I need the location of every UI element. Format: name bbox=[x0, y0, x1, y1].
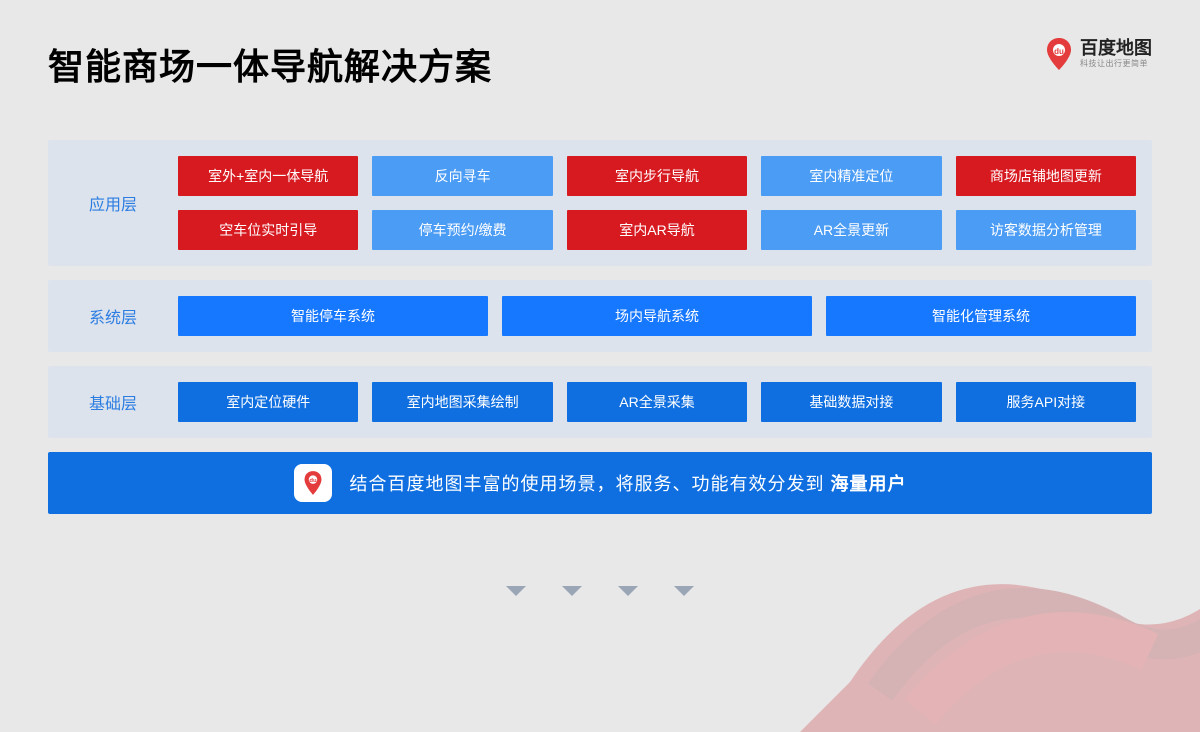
capability-cell: AR全景更新 bbox=[761, 210, 941, 250]
logo-subtitle: 科技让出行更简单 bbox=[1080, 58, 1152, 69]
capability-cell: 智能停车系统 bbox=[178, 296, 488, 336]
footer-bar: du 结合百度地图丰富的使用场景，将服务、功能有效分发到 海量用户 bbox=[48, 452, 1152, 514]
logo-title: 百度地图 bbox=[1080, 39, 1152, 59]
logo: du 百度地图 科技让出行更简单 bbox=[1046, 38, 1152, 70]
chevron-down-icon bbox=[618, 586, 638, 596]
layer-body: 智能停车系统场内导航系统智能化管理系统 bbox=[178, 280, 1152, 352]
capability-cell: 访客数据分析管理 bbox=[956, 210, 1136, 250]
capability-cell: 室外+室内一体导航 bbox=[178, 156, 358, 196]
chevron-down-icon bbox=[506, 586, 526, 596]
svg-text:du: du bbox=[1054, 47, 1064, 56]
layer-group: 系统层智能停车系统场内导航系统智能化管理系统 bbox=[48, 280, 1152, 352]
capability-cell: 停车预约/缴费 bbox=[372, 210, 552, 250]
header: 智能商场一体导航解决方案 du 百度地图 科技让出行更简单 bbox=[0, 0, 1200, 90]
chevron-down-icon bbox=[562, 586, 582, 596]
chevron-down-icon bbox=[674, 586, 694, 596]
capability-cell: 场内导航系统 bbox=[502, 296, 812, 336]
capability-cell: 室内定位硬件 bbox=[178, 382, 358, 422]
footer-prefix: 结合百度地图丰富的使用场景，将服务、功能有效分发到 bbox=[350, 474, 831, 494]
footer-text: 结合百度地图丰富的使用场景，将服务、功能有效分发到 海量用户 bbox=[350, 470, 907, 496]
layer-row: 智能停车系统场内导航系统智能化管理系统 bbox=[178, 296, 1136, 336]
logo-pin-icon: du bbox=[1046, 38, 1072, 70]
layer-body: 室外+室内一体导航反向寻车室内步行导航室内精准定位商场店铺地图更新空车位实时引导… bbox=[178, 140, 1152, 266]
capability-cell: 室内精准定位 bbox=[761, 156, 941, 196]
capability-cell: 基础数据对接 bbox=[761, 382, 941, 422]
capability-cell: 服务API对接 bbox=[956, 382, 1136, 422]
layer-label: 系统层 bbox=[48, 280, 178, 352]
page-title: 智能商场一体导航解决方案 bbox=[48, 38, 492, 90]
down-arrows bbox=[506, 586, 694, 596]
layers-container: 应用层室外+室内一体导航反向寻车室内步行导航室内精准定位商场店铺地图更新空车位实… bbox=[0, 90, 1200, 438]
layer-row: 室外+室内一体导航反向寻车室内步行导航室内精准定位商场店铺地图更新 bbox=[178, 156, 1136, 196]
layer-group: 基础层室内定位硬件室内地图采集绘制 AR全景采集基础数据对接服务API对接 bbox=[48, 366, 1152, 438]
svg-text:du: du bbox=[309, 478, 317, 484]
capability-cell: 反向寻车 bbox=[372, 156, 552, 196]
layer-row: 空车位实时引导停车预约/缴费室内AR导航 AR全景更新访客数据分析管理 bbox=[178, 210, 1136, 250]
layer-label: 应用层 bbox=[48, 140, 178, 266]
layer-group: 应用层室外+室内一体导航反向寻车室内步行导航室内精准定位商场店铺地图更新空车位实… bbox=[48, 140, 1152, 266]
capability-cell: 室内地图采集绘制 bbox=[372, 382, 552, 422]
capability-cell: 室内步行导航 bbox=[567, 156, 747, 196]
capability-cell: AR全景采集 bbox=[567, 382, 747, 422]
capability-cell: 商场店铺地图更新 bbox=[956, 156, 1136, 196]
layer-label: 基础层 bbox=[48, 366, 178, 438]
capability-cell: 室内AR导航 bbox=[567, 210, 747, 250]
layer-body: 室内定位硬件室内地图采集绘制 AR全景采集基础数据对接服务API对接 bbox=[178, 366, 1152, 438]
capability-cell: 空车位实时引导 bbox=[178, 210, 358, 250]
footer-bold: 海量用户 bbox=[831, 474, 907, 494]
capability-cell: 智能化管理系统 bbox=[826, 296, 1136, 336]
layer-row: 室内定位硬件室内地图采集绘制 AR全景采集基础数据对接服务API对接 bbox=[178, 382, 1136, 422]
footer-app-icon: du bbox=[294, 464, 332, 502]
